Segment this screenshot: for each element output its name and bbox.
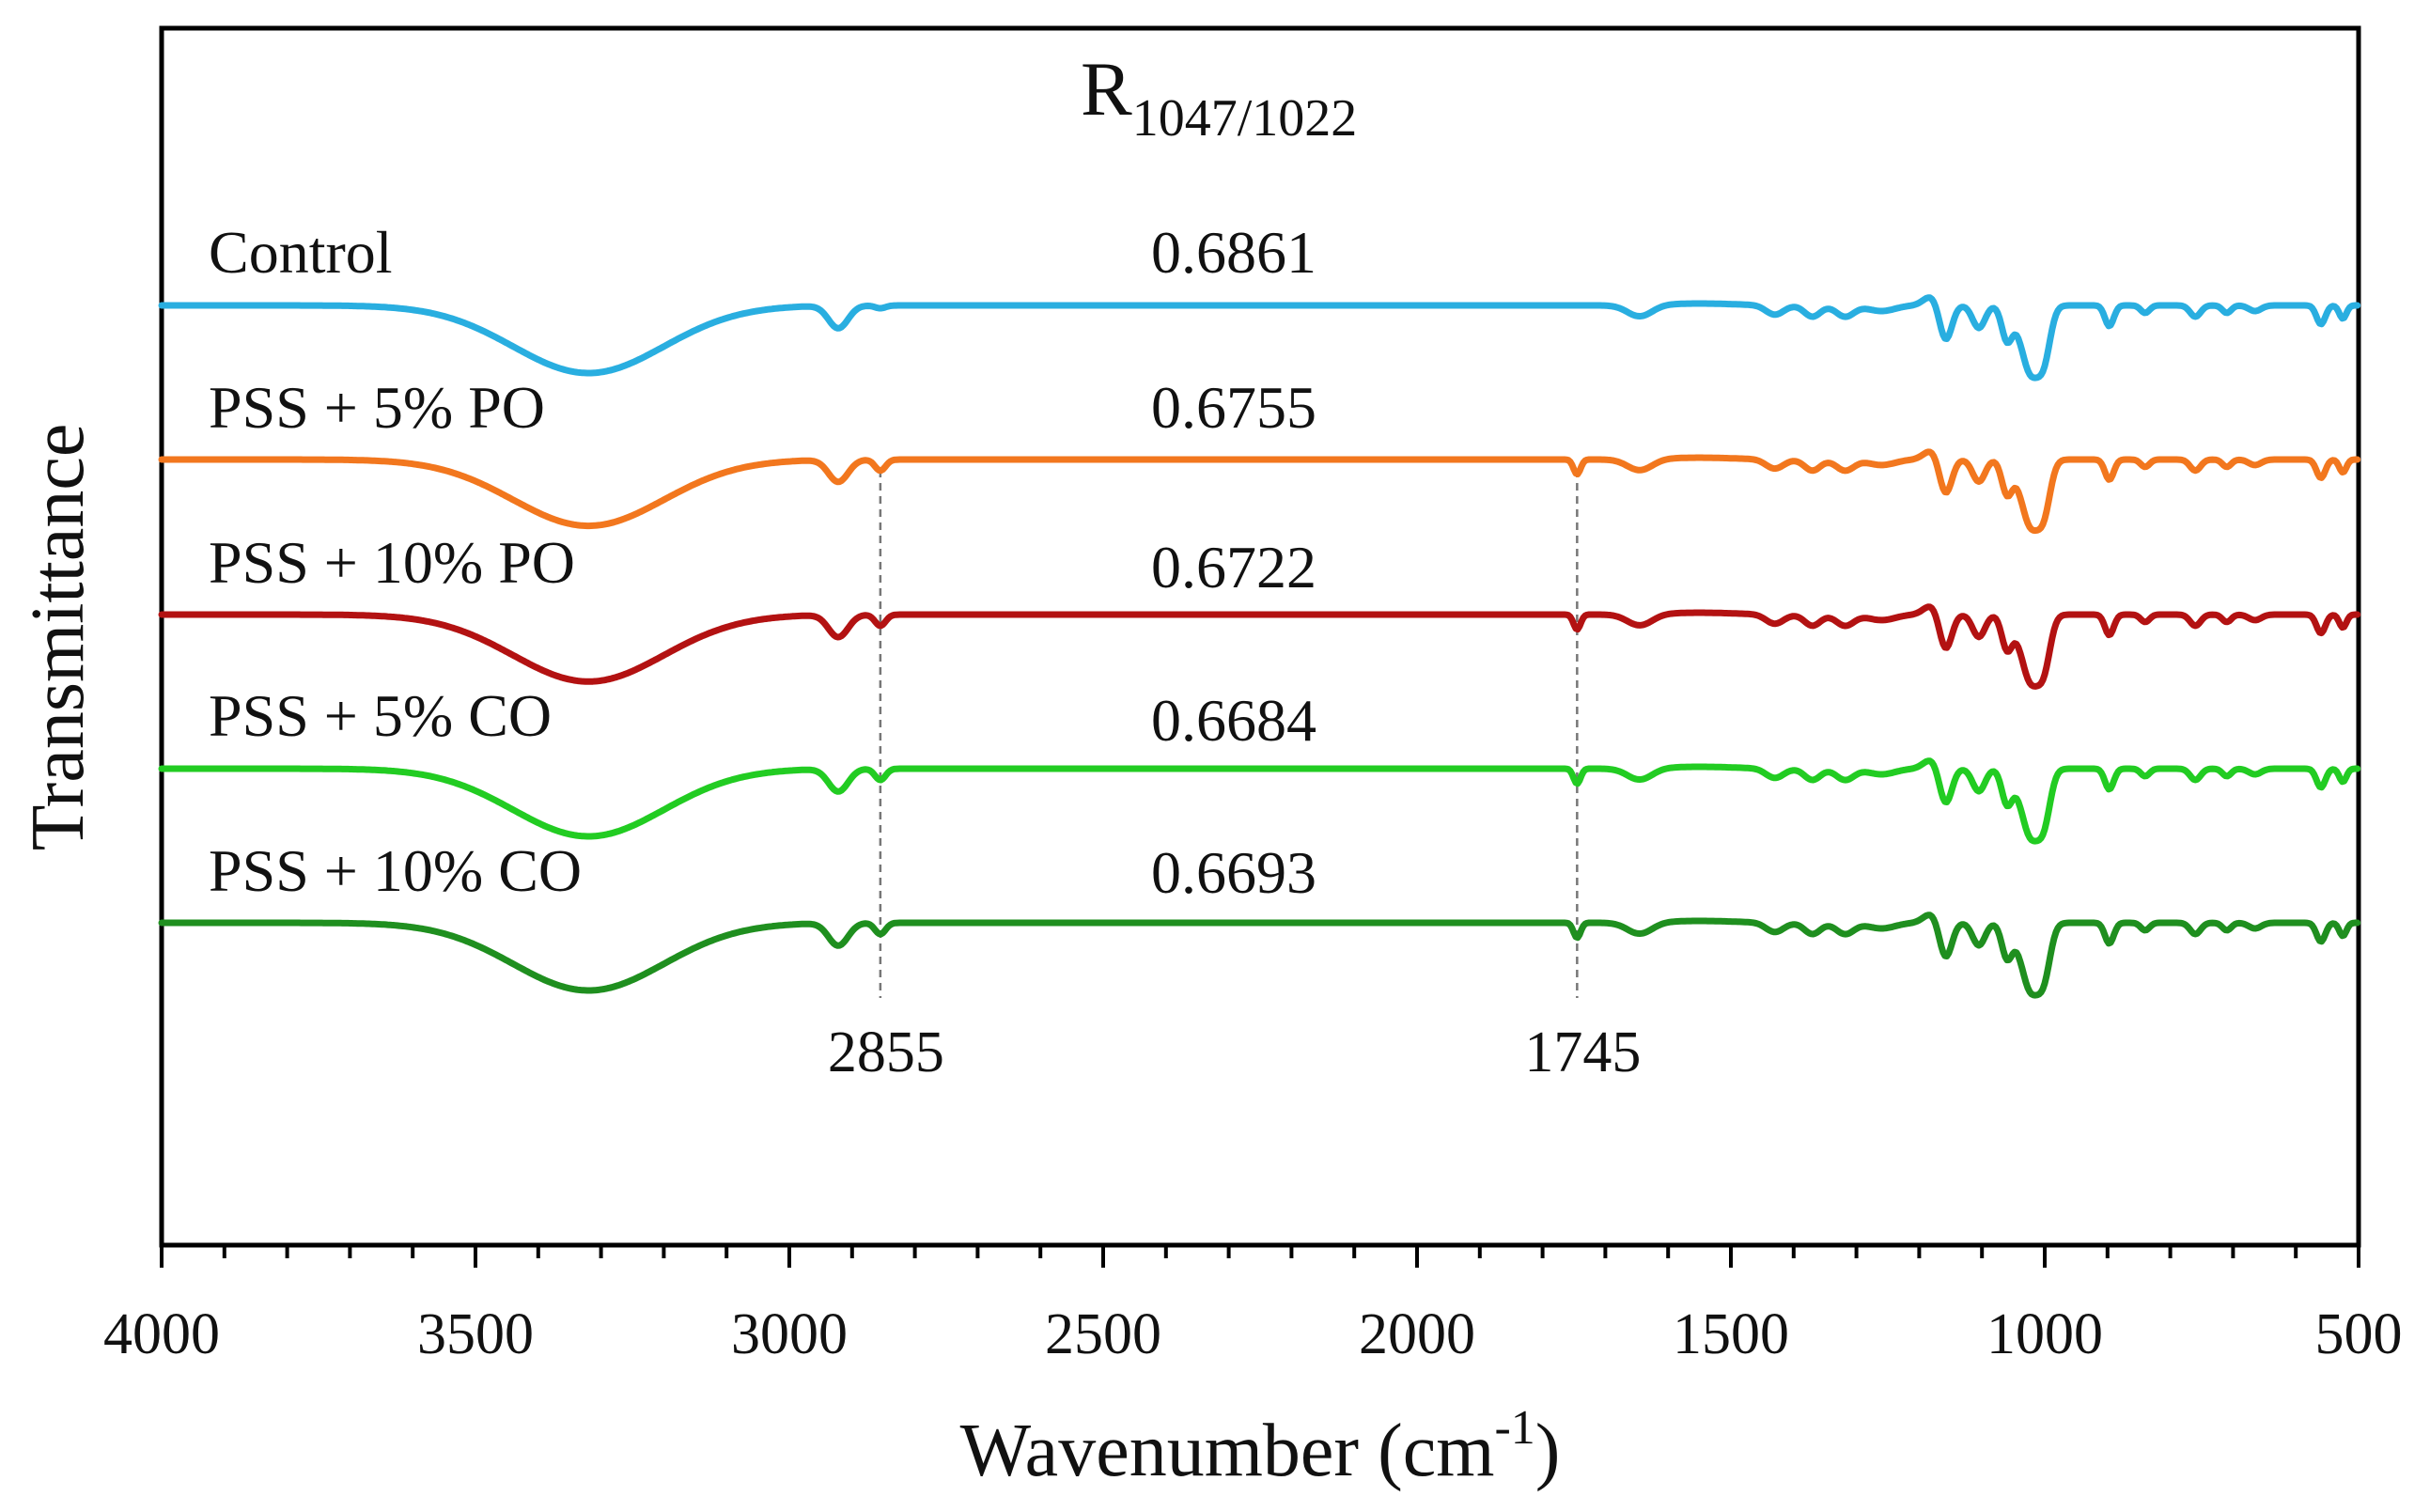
ratio-value-label: 0.6722 bbox=[1151, 534, 1316, 600]
x-tick-label: 3500 bbox=[417, 1302, 534, 1366]
x-tick-label: 1500 bbox=[1673, 1302, 1789, 1366]
series-line bbox=[158, 757, 2361, 845]
x-tick-label: 3000 bbox=[731, 1302, 848, 1366]
x-tick-label: 2000 bbox=[1359, 1302, 1475, 1366]
series-name-label: Control bbox=[209, 219, 393, 286]
x-tick-label: 500 bbox=[2315, 1302, 2403, 1366]
x-axis-title-main: Wavenumber (cm bbox=[960, 1410, 1495, 1492]
plot-area-frame bbox=[159, 25, 2361, 1248]
ratio-value-label: 0.6755 bbox=[1151, 374, 1316, 441]
x-axis-title: Wavenumber (cm-1) bbox=[960, 1401, 1561, 1492]
x-tick-label: 2500 bbox=[1045, 1302, 1161, 1366]
series-name-label: PSS + 5% PO bbox=[209, 374, 545, 441]
y-axis-title: Transmittance bbox=[17, 424, 100, 851]
reference-line-label: 2855 bbox=[828, 1021, 944, 1084]
ratio-value-label: 0.6684 bbox=[1151, 687, 1316, 754]
ratio-value-label: 0.6693 bbox=[1151, 839, 1316, 906]
series-name-label: PSS + 10% PO bbox=[209, 529, 575, 596]
series-name-label: PSS + 10% CO bbox=[209, 837, 582, 904]
x-tick-label: 1000 bbox=[1986, 1302, 2103, 1366]
ratio-header: R1047/1022 bbox=[1081, 46, 1357, 148]
x-axis-title-close: ) bbox=[1535, 1410, 1561, 1492]
ratio-header-symbol: R bbox=[1081, 46, 1132, 132]
ratio-value-label: 0.6861 bbox=[1151, 219, 1316, 286]
ratio-header-subscript: 1047/1022 bbox=[1132, 89, 1358, 148]
reference-lines: 2855 1745 bbox=[828, 470, 1641, 1084]
series-line bbox=[158, 912, 2361, 999]
x-axis-title-sup: -1 bbox=[1494, 1401, 1534, 1455]
series-name-label: PSS + 5% CO bbox=[209, 682, 552, 749]
series-line bbox=[158, 448, 2361, 535]
x-axis-ticks: 4000 3500 3000 2500 2000 1500 1000 500 bbox=[103, 1245, 2403, 1366]
x-tick-label: 4000 bbox=[103, 1302, 220, 1366]
series-layer: Control 0.6861 PSS + 5% PO 0.6755 PSS + 10% … bbox=[158, 219, 2361, 999]
series-line bbox=[158, 603, 2361, 690]
reference-line-label: 1745 bbox=[1524, 1021, 1641, 1084]
series-line bbox=[158, 294, 2361, 382]
